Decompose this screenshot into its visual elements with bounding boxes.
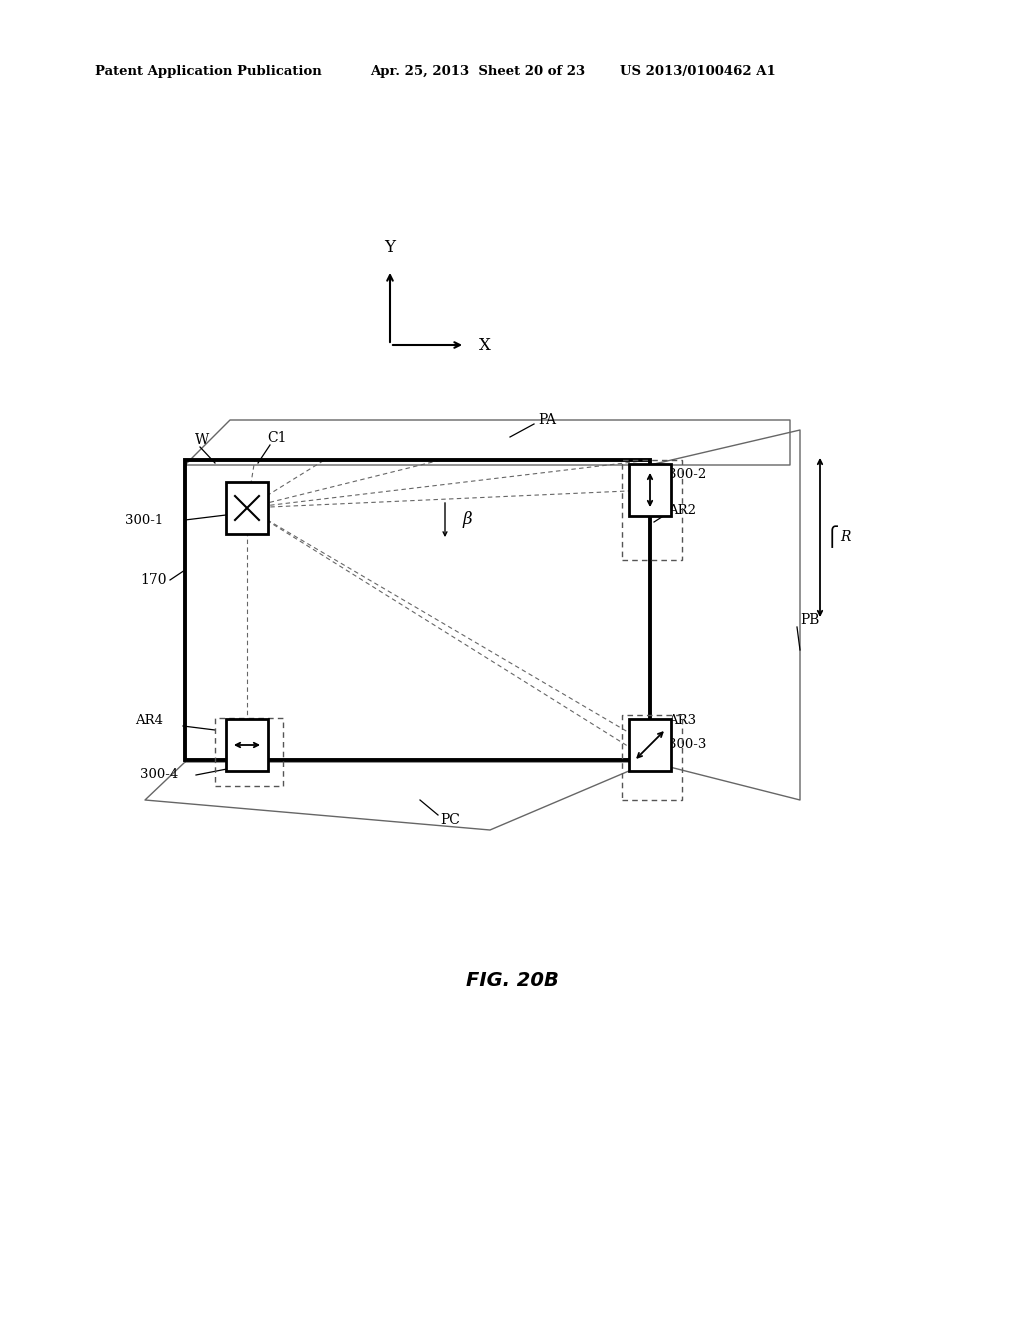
Text: FIG. 20B: FIG. 20B (466, 970, 558, 990)
Text: 300-1: 300-1 (125, 513, 163, 527)
Bar (185, 459, 650, 760)
Text: AR3: AR3 (668, 714, 696, 726)
Text: 170: 170 (140, 573, 167, 587)
Text: Apr. 25, 2013  Sheet 20 of 23: Apr. 25, 2013 Sheet 20 of 23 (370, 66, 585, 78)
Text: β: β (463, 511, 473, 528)
Text: R: R (840, 531, 851, 544)
Text: W: W (195, 433, 209, 447)
Bar (629, 719, 671, 771)
Text: AR2: AR2 (668, 503, 696, 516)
Text: AR4: AR4 (135, 714, 163, 726)
Text: 300-2: 300-2 (668, 469, 707, 482)
Text: Patent Application Publication: Patent Application Publication (95, 66, 322, 78)
Text: Y: Y (384, 239, 395, 256)
Text: PC: PC (440, 813, 460, 828)
Bar (226, 719, 268, 771)
Text: C1: C1 (267, 432, 287, 445)
Text: PB: PB (800, 612, 819, 627)
Bar (226, 482, 268, 535)
Text: PA: PA (538, 413, 556, 426)
Bar (215, 718, 283, 785)
Text: US 2013/0100462 A1: US 2013/0100462 A1 (620, 66, 776, 78)
Bar (622, 715, 682, 800)
Text: ⎧: ⎧ (825, 525, 840, 548)
Text: X: X (479, 337, 490, 354)
Bar (629, 465, 671, 516)
Text: 300-3: 300-3 (668, 738, 707, 751)
Bar (622, 459, 682, 560)
Text: 300-4: 300-4 (140, 768, 178, 781)
